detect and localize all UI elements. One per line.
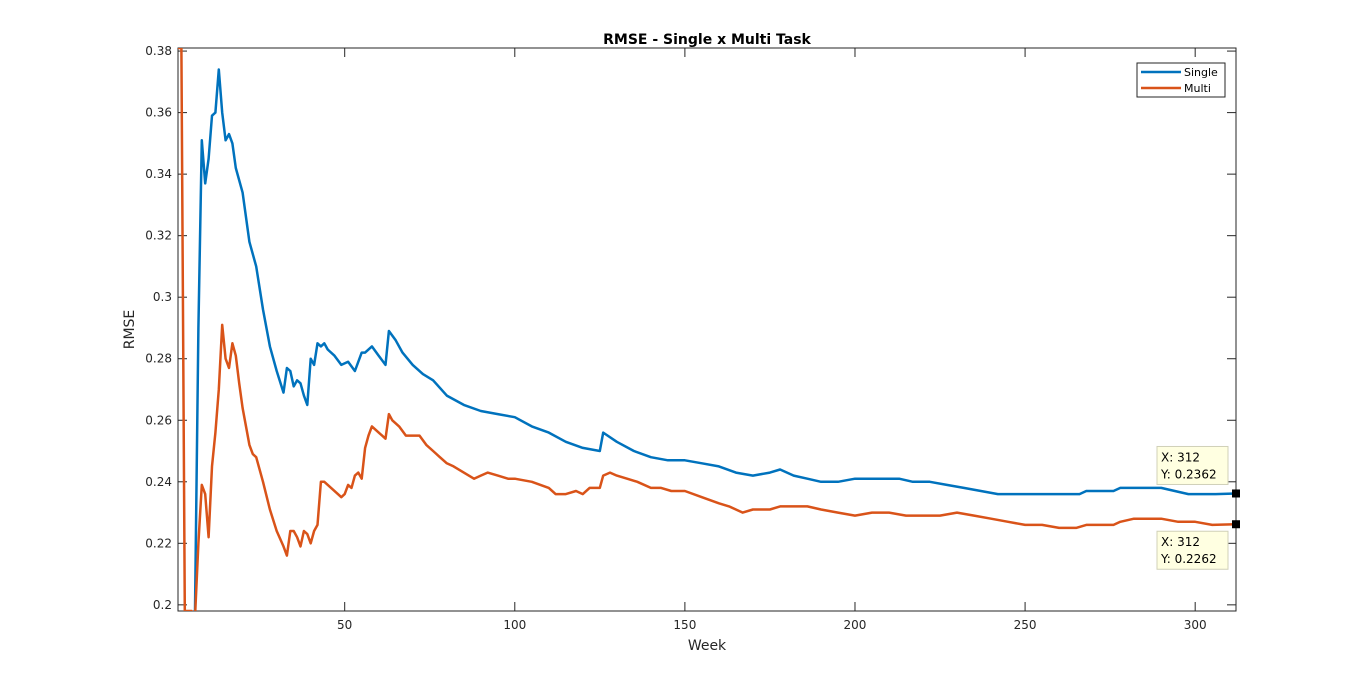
legend-box <box>1136 62 1226 98</box>
data-tip-marker[interactable] <box>1232 520 1240 529</box>
y-tick-label: 0.36 <box>145 106 172 120</box>
data-tip-x: X: 312 <box>1161 450 1200 464</box>
data-tip-box <box>1156 445 1229 485</box>
data-tip-box <box>1156 530 1229 570</box>
x-tick-label: 50 <box>337 618 352 632</box>
chart-title: RMSE - Single x Multi Task <box>603 32 811 48</box>
x-axis: 50 100 150 200 250 300 <box>337 48 1207 632</box>
x-tick-label: 300 <box>1184 618 1207 632</box>
x-tick-label: 100 <box>503 618 526 632</box>
y-tick-label: 0.38 <box>145 44 172 58</box>
x-axis-label: Week <box>688 638 727 654</box>
y-tick-label: 0.22 <box>145 536 172 550</box>
y-tick-label: 0.34 <box>145 167 172 181</box>
plot-area[interactable]: 50 100 150 200 250 300 0.2 0.22 0.24 0.26 0.28 0.3… <box>145 44 1237 632</box>
legend-label-multi: Multi <box>1184 82 1211 95</box>
y-tick-label: 0.28 <box>145 352 172 366</box>
y-axis: 0.2 0.22 0.24 0.26 0.28 0.3 0.32 0.34 0.36 0.38 <box>145 44 1236 612</box>
y-tick-label: 0.26 <box>145 413 172 427</box>
series-line-single <box>193 68 1236 611</box>
y-tick-label: 0.2 <box>153 598 172 612</box>
y-tick-label: 0.24 <box>145 475 172 489</box>
data-tip-x: X: 312 <box>1161 535 1200 549</box>
data-tip-y: Y: 0.2362 <box>1160 467 1217 481</box>
data-tips: X: 312 Y: 0.2362 X: 312 Y: 0.2262 <box>1156 445 1240 570</box>
axes-box <box>177 47 1237 612</box>
x-tick-label: 250 <box>1014 618 1037 632</box>
data-tip-y: Y: 0.2262 <box>1160 552 1217 566</box>
legend-label-single: Single <box>1184 66 1218 79</box>
series-layer <box>178 48 1236 611</box>
y-tick-label: 0.32 <box>145 229 172 243</box>
series-line-multi <box>178 48 1236 611</box>
x-tick-label: 200 <box>844 618 867 632</box>
legend[interactable]: Single Multi <box>1136 62 1226 98</box>
y-tick-label: 0.3 <box>153 290 172 304</box>
y-axis-label: RMSE <box>122 310 138 350</box>
data-tip-marker[interactable] <box>1232 489 1240 498</box>
x-tick-label: 150 <box>673 618 696 632</box>
